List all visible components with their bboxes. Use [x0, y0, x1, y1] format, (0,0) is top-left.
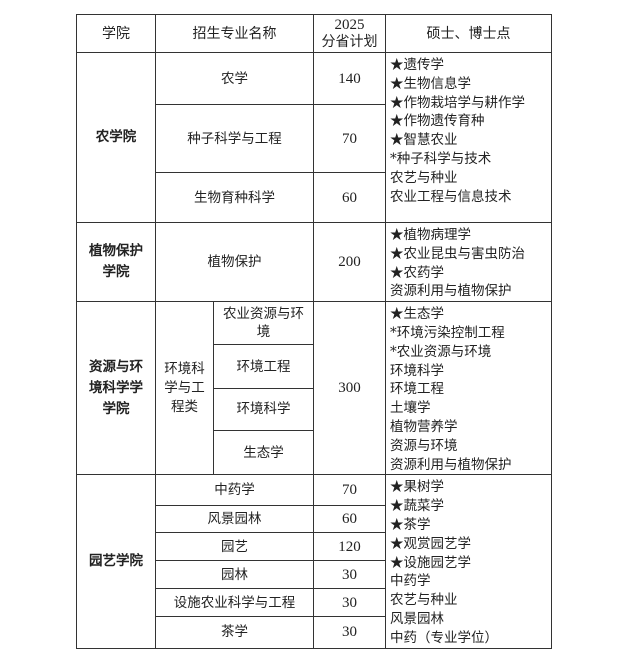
header-major: 招生专业名称 [155, 14, 314, 53]
major-name: 园艺 [155, 532, 314, 562]
table-row: 生态学 [77, 430, 552, 476]
degree-item: 资源利用与植物保护 [390, 456, 512, 473]
plan-count: 70 [313, 474, 386, 507]
major-name: 植物保护 [155, 221, 314, 303]
degree-item: *种子科学与技术 [390, 150, 492, 167]
major-name: 园林 [155, 560, 314, 590]
degree-item: *环境污染控制工程 [390, 324, 505, 341]
category-line: 程类 [171, 398, 198, 415]
degree-item: ★观赏园艺学 [390, 535, 471, 552]
degree-item: 土壤学 [390, 400, 431, 417]
degree-item: 环境科学 [390, 362, 444, 379]
degree-item: ★智慧农业 [390, 132, 458, 149]
major-name: 生态学 [213, 430, 314, 476]
table-row: 设施农业科学与工程 30 [77, 588, 552, 618]
degree-item: *农业资源与环境 [390, 343, 492, 360]
degree-item: 资源利用与植物保护 [390, 283, 512, 300]
degree-item: 环境工程 [390, 381, 444, 398]
table-row: 农学院 农学 140 ★遗传学 ★生物信息学 ★作物栽培学与耕作学 ★作物遗传育… [76, 52, 552, 223]
major-name: 风景园林 [155, 505, 314, 534]
header-plan-label: 分省计划 [321, 33, 378, 50]
college-name: 资源与环 境科学学 学院 [76, 301, 156, 476]
table-row: 茶学 30 [77, 616, 552, 649]
table-row: 风景园林 60 [77, 505, 552, 534]
degree-item: ★茶学 [390, 516, 431, 533]
major-name: 种子科学与工程 [155, 104, 314, 173]
college-name-line: 植物保护 [89, 243, 143, 260]
degree-list: ★生态学 *环境污染控制工程 *农业资源与环境 环境科学 环境工程 土壤学 植物… [385, 301, 552, 476]
degree-item: ★遗传学 [390, 57, 444, 73]
plan-count: 30 [313, 560, 386, 590]
degree-item: ★果树学 [390, 479, 444, 496]
header-plan-year: 2025 [334, 16, 365, 33]
college-name-line: 资源与环 [89, 358, 143, 375]
table-row: 生物育种科学 60 [77, 172, 552, 223]
table-row: 园林 30 [77, 560, 552, 590]
degree-item: ★生物信息学 [390, 75, 471, 92]
college-name-line: 学院 [102, 400, 130, 417]
degree-item: 农艺与种业 [390, 592, 458, 609]
major-name: 农学 [155, 52, 314, 105]
degree-item: ★作物遗传育种 [390, 113, 485, 130]
degree-item: 资源与环境 [390, 437, 458, 454]
major-name: 中药学 [155, 474, 314, 507]
plan-count: 60 [313, 505, 386, 534]
table-row: 环境科学 [77, 387, 552, 432]
degree-item: 植物营养学 [390, 418, 458, 435]
major-category: 环境科 学与工 程类 [155, 301, 214, 476]
header-plan: 2025 分省计划 [313, 14, 386, 53]
major-name-line: 境 [256, 324, 271, 341]
enrollment-table: 学院 招生专业名称 2025 分省计划 硕士、博士点 农学院 农学 140 ★遗传… [76, 14, 552, 649]
degree-list: ★植物病理学 ★农业昆虫与害虫防治 ★农药学 资源利用与植物保护 [385, 221, 552, 303]
plan-count: 120 [313, 532, 386, 562]
category-line: 环境科 [164, 360, 205, 377]
header-row: 学院 招生专业名称 2025 分省计划 硕士、博士点 [76, 14, 552, 53]
table-row: 植物保护 学院 植物保护 200 ★植物病理学 ★农业昆虫与害虫防治 ★农药学 … [76, 221, 552, 303]
college-name: 植物保护 学院 [76, 221, 156, 303]
degree-item: ★植物病理学 [390, 227, 471, 243]
degree-list: ★果树学 ★蔬菜学 ★茶学 ★观赏园艺学 ★设施园艺学 中药学 农艺与种业 风景… [385, 474, 552, 649]
plan-count: 300 [313, 301, 386, 476]
plan-count: 200 [313, 221, 386, 303]
table-row: 种子科学与工程 70 [77, 104, 552, 173]
degree-list: ★遗传学 ★生物信息学 ★作物栽培学与耕作学 ★作物遗传育种 ★智慧农业 *种子… [385, 52, 552, 223]
degree-item: ★农业昆虫与害虫防治 [390, 245, 525, 262]
degree-item: ★生态学 [390, 306, 444, 323]
table-row: 园艺 120 [77, 532, 552, 562]
header-degrees: 硕士、博士点 [385, 14, 552, 53]
college-name: 农学院 [76, 52, 156, 223]
degree-item: 风景园林 [390, 610, 444, 627]
header-college: 学院 [76, 14, 156, 53]
category-line: 学与工 [164, 379, 205, 396]
table-row: 环境工程 [77, 344, 552, 389]
degree-item: ★蔬菜学 [390, 498, 444, 515]
degree-item: 农业工程与信息技术 [390, 188, 512, 205]
major-name: 生物育种科学 [155, 172, 314, 223]
college-name-line: 学院 [102, 264, 130, 281]
degree-item: 中药学 [390, 573, 431, 590]
degree-item: 中药（专业学位） [390, 629, 498, 646]
major-name: 设施农业科学与工程 [155, 588, 314, 618]
plan-count: 140 [313, 52, 386, 105]
major-name: 茶学 [155, 616, 314, 649]
major-name-line: 农业资源与环 [223, 306, 304, 323]
major-name: 环境工程 [213, 344, 314, 389]
plan-count: 30 [313, 588, 386, 618]
college-name-line: 境科学学 [89, 379, 143, 396]
degree-item: ★作物栽培学与耕作学 [390, 94, 525, 111]
table-row: 园艺学院 中药学 70 ★果树学 ★蔬菜学 ★茶学 ★观赏园艺学 ★设施园艺学 … [76, 474, 552, 649]
table-row: 资源与环 境科学学 学院 环境科 学与工 程类 农业资源与环 境 300 ★生态… [76, 301, 552, 476]
plan-count: 60 [313, 172, 386, 223]
degree-item: ★农药学 [390, 264, 444, 281]
plan-count: 70 [313, 104, 386, 173]
major-name: 农业资源与环 境 [213, 301, 314, 346]
plan-count: 30 [313, 616, 386, 649]
college-name: 园艺学院 [76, 474, 156, 649]
degree-item: 农艺与种业 [390, 169, 458, 186]
major-name: 环境科学 [213, 387, 314, 432]
degree-item: ★设施园艺学 [390, 554, 471, 571]
